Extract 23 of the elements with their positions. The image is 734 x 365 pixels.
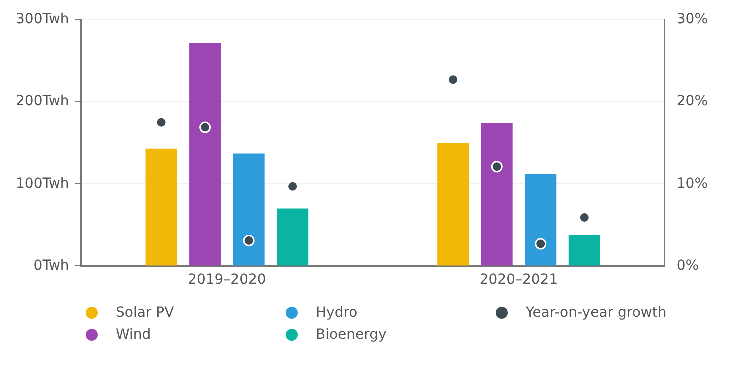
bar <box>525 174 557 266</box>
bar <box>146 148 178 266</box>
legend-label: Year-on-year growth <box>526 305 667 321</box>
legend-label: Bioenergy <box>316 327 387 343</box>
bar <box>190 42 222 266</box>
bar <box>277 208 309 266</box>
y2-tick-label: 30% <box>676 12 708 28</box>
x-tick-label: 2020–2021 <box>480 272 558 288</box>
bar <box>481 123 513 266</box>
y2-tick-label: 0% <box>676 258 700 274</box>
y-tick-label: 200Twh <box>16 94 70 110</box>
y2-tick-label: 10% <box>676 176 708 192</box>
legend-label: Hydro <box>316 305 358 321</box>
y-tick-label: 100Twh <box>16 176 70 192</box>
bar <box>568 235 600 266</box>
y-tick-label: 0Twh <box>34 258 70 274</box>
legend-label: Solar PV <box>116 305 174 321</box>
bar <box>438 143 470 266</box>
y2-tick-label: 20% <box>676 94 708 110</box>
legend-label: Wind <box>116 327 152 343</box>
bar <box>233 154 265 266</box>
x-tick-label: 2019–2020 <box>188 272 266 288</box>
y-tick-label: 300Twh <box>16 12 70 28</box>
